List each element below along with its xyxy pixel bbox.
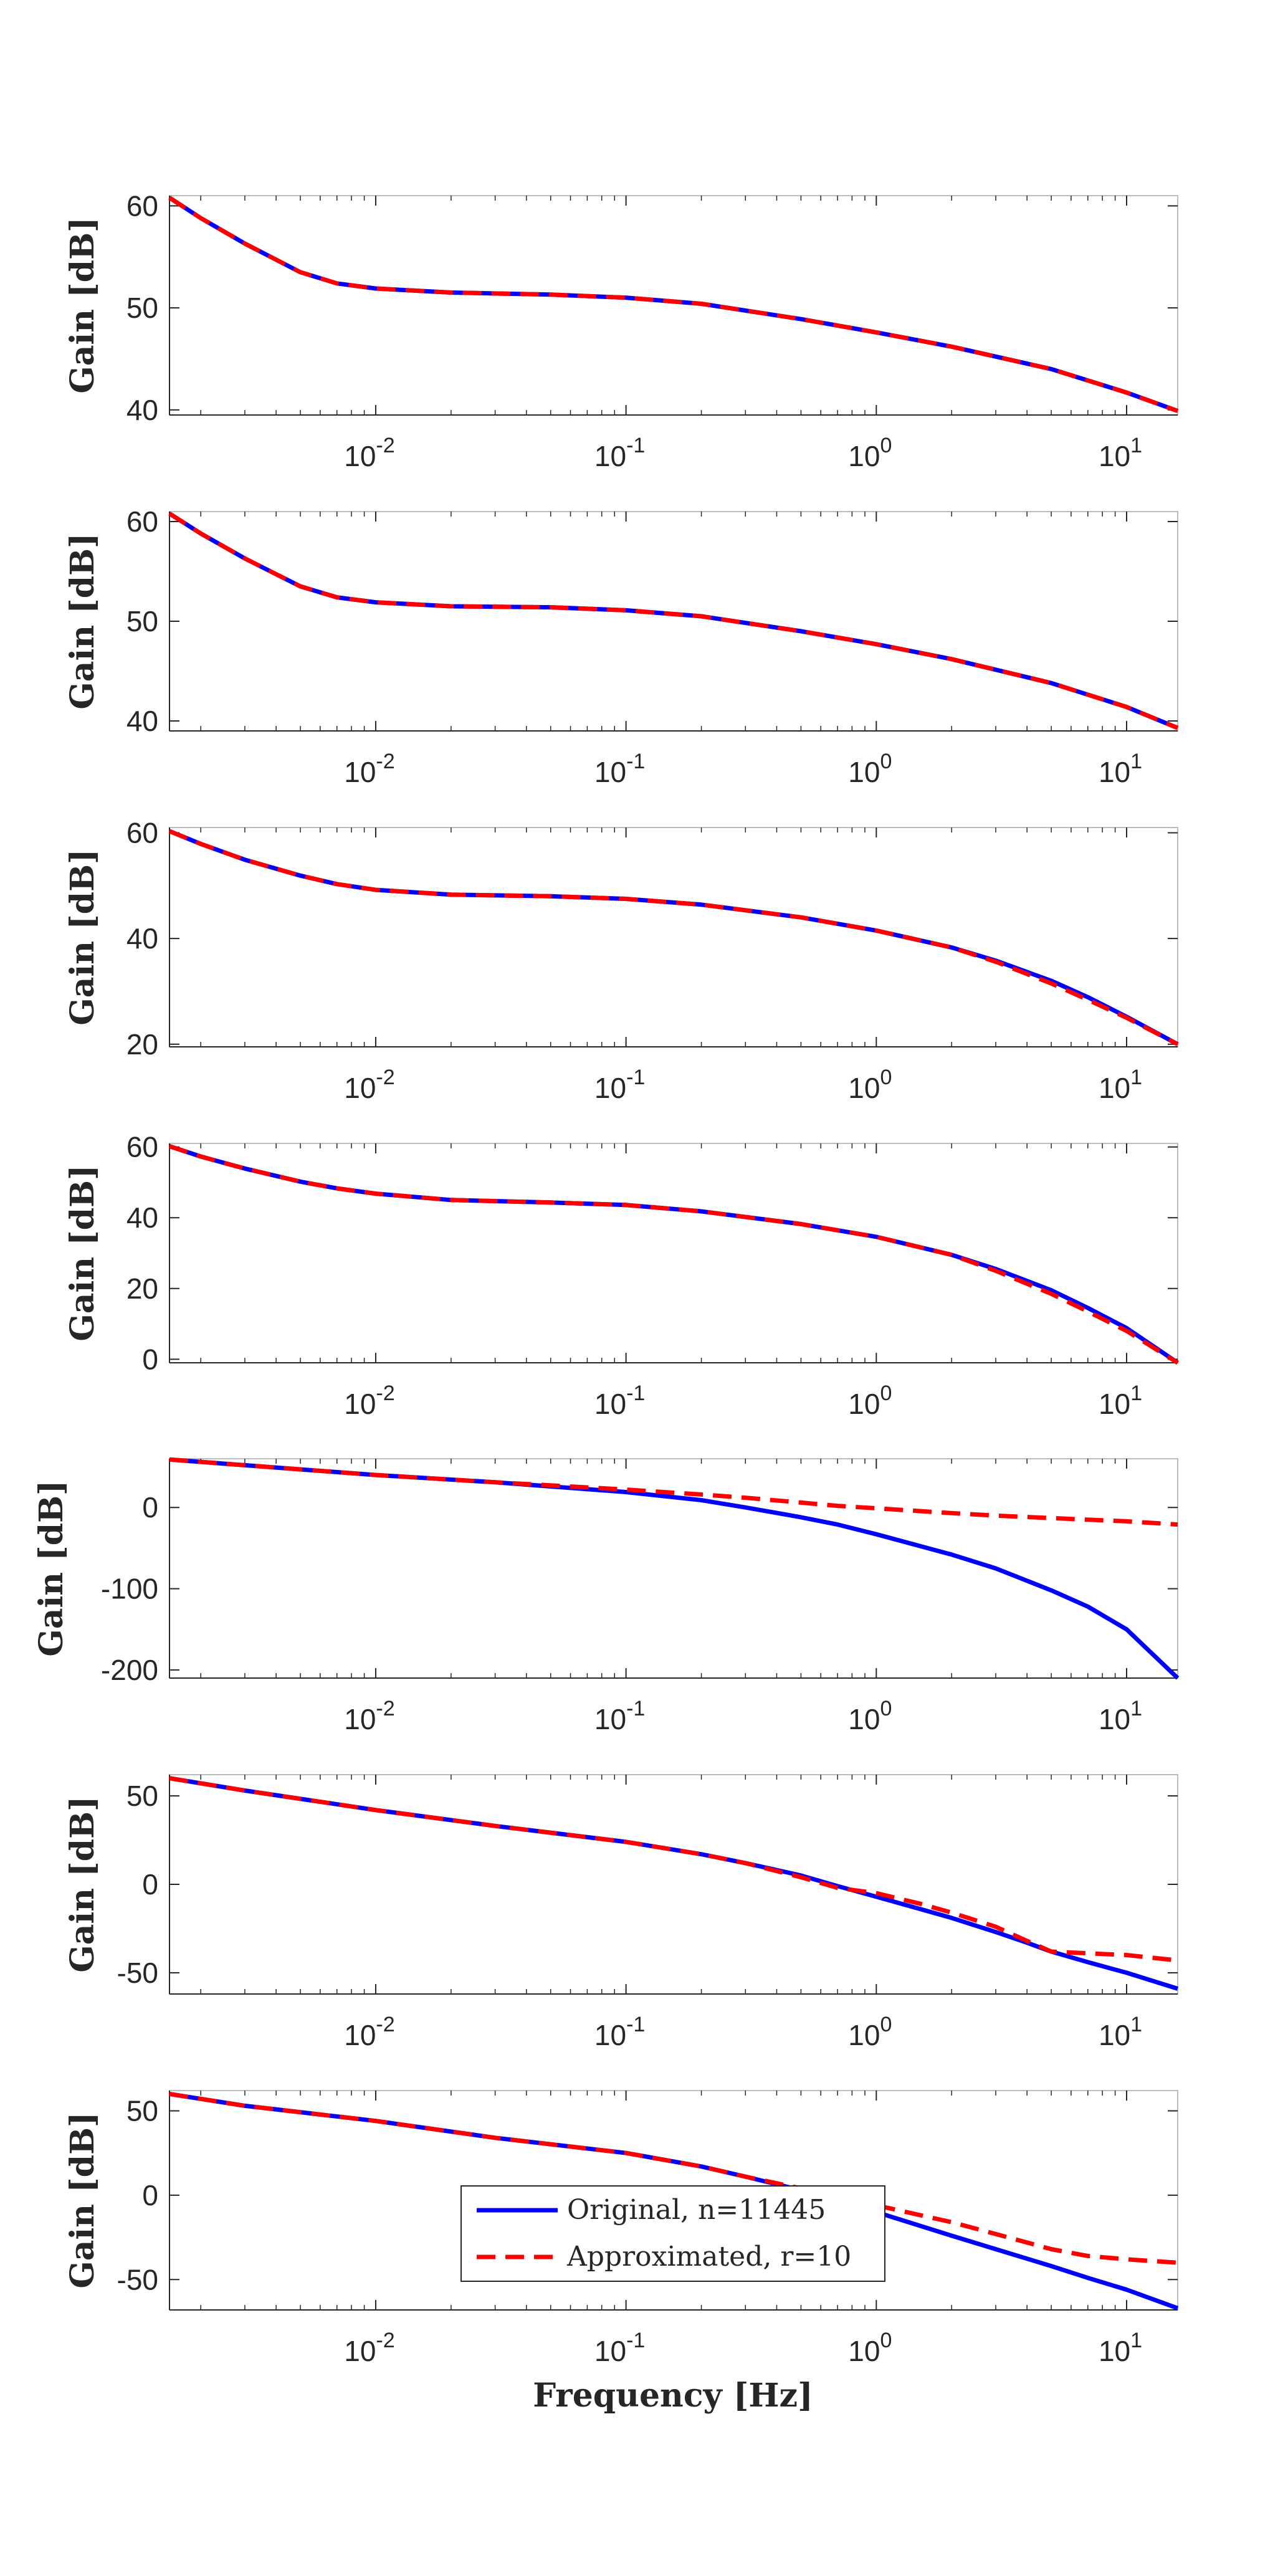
- x-tick-label: 101: [1099, 750, 1142, 788]
- panel-2: 10-2 10-1 100 101 40 50 60 Gain [dB]: [64, 505, 1179, 788]
- x-tick-label: 100: [848, 1066, 892, 1104]
- x-tick-label: 100: [848, 2329, 892, 2367]
- y-tick-label: 50: [126, 292, 158, 324]
- panel-6: 10-2 10-1 100 101 -50 0 50 Gain [dB]: [64, 1774, 1179, 2051]
- y-tick-label: 50: [126, 2094, 158, 2127]
- plot-area: [169, 827, 1178, 1047]
- x-tick-label: 10-2: [344, 2013, 394, 2051]
- x-tick-label: 10-2: [344, 750, 394, 788]
- y-tick-label: 60: [126, 816, 158, 849]
- x-tick-label: 101: [1099, 1697, 1142, 1735]
- y-tick-label: 0: [142, 2179, 158, 2211]
- series-approximated-line: [168, 196, 1179, 413]
- x-tick-label: 101: [1099, 2013, 1142, 2051]
- y-axis-label: Gain [dB]: [64, 2112, 102, 2288]
- x-tick-label: 10-1: [594, 1066, 645, 1104]
- y-axis-label: Gain [dB]: [64, 1796, 102, 1972]
- y-axis-label: Gain [dB]: [64, 849, 102, 1025]
- plot-area: [169, 1143, 1178, 1363]
- series-approximated-line: [169, 2091, 1178, 2265]
- plot-area: [169, 1774, 1178, 1995]
- x-tick-label: 101: [1099, 434, 1142, 472]
- x-tick-label: 10-1: [594, 2013, 645, 2051]
- y-axis-label: Gain [dB]: [64, 217, 102, 393]
- x-tick-label: 10-1: [594, 750, 645, 788]
- panel-5: 10-2 10-1 100 101 -200 -100 0 Gain [dB]: [32, 1457, 1180, 1735]
- x-tick-label: 10-1: [594, 434, 645, 472]
- x-tick-label: 101: [1099, 1381, 1142, 1420]
- y-tick-label: 0: [142, 1868, 158, 1901]
- series-approximated-line: [168, 1144, 1179, 1365]
- x-tick-label: 10-1: [594, 1697, 645, 1735]
- x-tick-label: 101: [1099, 1066, 1142, 1104]
- y-tick-label: 60: [126, 189, 158, 222]
- y-tick-label: 50: [126, 1780, 158, 1812]
- x-tick-label: 101: [1099, 2329, 1142, 2367]
- series-approximated-line: [168, 512, 1179, 730]
- y-axis-label: Gain [dB]: [32, 1480, 70, 1656]
- legend: Original, n=11445 Approximated, r=10: [460, 2185, 885, 2282]
- legend-box: [460, 2185, 885, 2282]
- y-tick-label: -200: [101, 1654, 158, 1686]
- series-approximated-line: [169, 1776, 1178, 1963]
- y-tick-label: 0: [142, 1343, 158, 1375]
- x-axis-label: Frequency [Hz]: [533, 2377, 813, 2415]
- x-tick-label: 10-2: [344, 1066, 394, 1104]
- y-tick-label: 0: [142, 1491, 158, 1524]
- x-tick-label: 10-1: [594, 2329, 645, 2367]
- panel-1: 10-2 10-1 100 101 40 50 60 Gain [dB]: [64, 189, 1179, 472]
- y-tick-label: 20: [126, 1272, 158, 1305]
- y-tick-label: -50: [117, 1957, 158, 1989]
- x-tick-label: 100: [848, 2013, 892, 2051]
- x-tick-label: 10-2: [344, 1381, 394, 1420]
- y-tick-label: 40: [126, 394, 158, 426]
- x-tick-label: 100: [848, 750, 892, 788]
- y-axis-label: Gain [dB]: [64, 1165, 102, 1341]
- y-tick-label: 40: [126, 705, 158, 737]
- panel-4: 10-2 10-1 100 101 0 20 40 60 Gain [dB]: [64, 1131, 1179, 1420]
- x-tick-label: 10-1: [594, 1381, 645, 1420]
- x-tick-label: 100: [848, 434, 892, 472]
- y-tick-label: 50: [126, 605, 158, 637]
- x-tick-label: 10-2: [344, 2329, 394, 2367]
- plot-area: [169, 195, 1178, 416]
- panels: 10-2 10-1 100 101 40 50 60 Gain [dB] 10-2 10-1 100…: [32, 189, 1180, 2367]
- y-axis-label: Gain [dB]: [64, 533, 102, 709]
- plot-area: [169, 511, 1178, 732]
- x-tick-label: 10-2: [344, 1697, 394, 1735]
- y-tick-label: 20: [126, 1028, 158, 1061]
- series-approximated-line: [169, 1457, 1178, 1527]
- y-tick-label: 40: [126, 922, 158, 955]
- y-tick-label: 40: [126, 1201, 158, 1234]
- y-tick-label: 60: [126, 1131, 158, 1163]
- x-tick-label: 100: [848, 1381, 892, 1420]
- y-tick-label: 60: [126, 505, 158, 538]
- y-tick-label: -100: [101, 1573, 158, 1605]
- x-tick-label: 10-2: [344, 434, 394, 472]
- series-approximated-line: [168, 829, 1179, 1046]
- legend-label-original: Original, n=11445: [567, 2194, 826, 2226]
- x-tick-label: 100: [848, 1697, 892, 1735]
- y-tick-label: -50: [117, 2263, 158, 2296]
- legend-label-approximated: Approximated, r=10: [566, 2241, 851, 2273]
- panel-3: 10-2 10-1 100 101 20 40 60 Gain [dB]: [64, 816, 1179, 1104]
